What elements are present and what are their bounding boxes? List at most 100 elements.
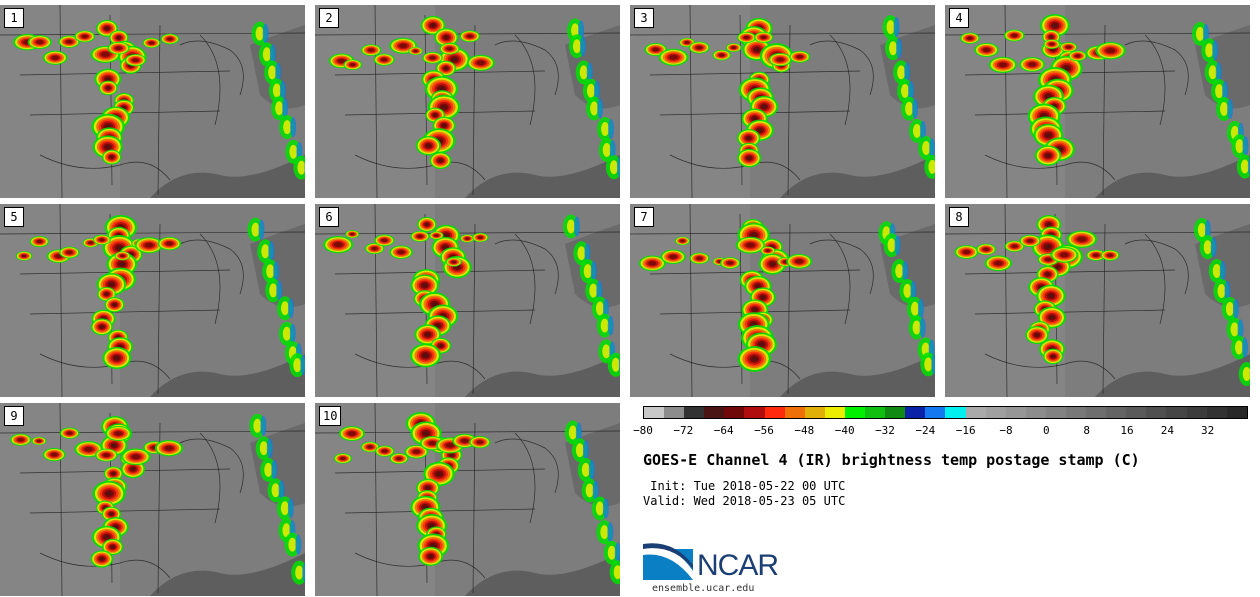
storm-cell [399,43,408,49]
storm-cell [273,261,280,282]
storm-cell [426,144,431,148]
postage-stamp-panel: 1 [0,5,305,198]
storm-cell [759,342,764,347]
storm-cell [434,234,439,237]
storm-cell [1049,42,1055,46]
storm-cell [120,254,125,258]
storm-cell [340,456,346,460]
boundary-line [472,24,476,196]
storm-cell [1066,45,1072,49]
storm-cell [466,34,473,38]
storm-cell [602,344,611,359]
storm-cell [983,247,989,251]
storm-cell [444,36,449,39]
storm-cell [84,446,93,452]
storm-cell [439,344,443,347]
storm-cell [910,280,917,301]
storm-cell [349,63,356,67]
boundary-line [179,239,244,295]
colorbar-tick-label: −8 [999,424,1013,437]
storm-cell [746,242,755,248]
storm-cell [994,261,1003,266]
storm-cell [426,486,430,490]
storm-cell [100,325,104,329]
colorbar-segment [865,407,886,418]
storm-cell [450,453,454,457]
storm-cell [895,264,904,279]
storm-cell [887,238,896,253]
storm-cell [752,117,757,121]
storm-cell [337,58,346,63]
storm-cell [438,159,443,162]
colorbar-segment [885,407,906,418]
storm-cell [275,101,284,116]
storm-cell [115,46,122,50]
storm-cell [889,41,898,56]
colorbar-segment [1005,407,1026,418]
gulf-region [1095,354,1250,397]
storm-cell [596,280,603,301]
storm-cell [279,80,286,101]
storm-cell [282,98,289,119]
storm-cell [275,62,282,83]
storm-cell [266,264,275,279]
storm-cell [105,77,110,81]
storm-cell [276,280,283,301]
storm-cell [271,459,278,480]
storm-cell [568,425,577,440]
storm-cell [119,262,125,266]
storm-cell [88,241,93,245]
boundary-line [974,309,1166,315]
storm-cell [1048,294,1054,298]
postage-stamp-panel: 3 [630,5,935,198]
boundary-line [984,154,1116,181]
colorbar-segment [824,407,845,418]
storm-cell [760,35,767,39]
storm-cell [770,262,775,266]
storm-cell [81,34,88,39]
colorbar-segment [644,407,665,418]
gulf-region [465,155,620,198]
storm-cell [1215,84,1224,99]
storm-cell [607,315,614,336]
storm-cell [1205,43,1214,58]
storm-cell [928,159,935,174]
panel-number: 5 [4,207,24,227]
storm-cell [1049,35,1053,38]
figure-title: GOES-E Channel 4 (IR) brightness temp po… [643,451,1140,469]
boundary-line [39,154,171,181]
storm-cell [1232,298,1239,319]
storm-cell [255,26,264,41]
colorbar-segment [704,407,725,418]
storm-cell [1011,33,1018,38]
boundary-line [1124,40,1189,96]
storm-cell [1046,273,1050,276]
storm-cell [1222,81,1229,102]
storm-cell [1045,245,1051,249]
colorbar-segment [965,407,986,418]
storm-cell [904,62,911,83]
storm-cell [595,301,604,316]
ncar-logo-icon [643,543,693,580]
storm-cell [1247,156,1250,177]
storm-cell [1049,315,1054,320]
storm-cell [432,302,437,306]
storm-cell [903,283,912,298]
storm-cell [289,144,298,159]
storm-cell [652,47,659,52]
storm-cell [101,51,110,57]
storm-cell [1220,101,1229,116]
storm-cell [1027,239,1034,243]
storm-cell [1204,219,1211,240]
storm-cell [592,480,599,501]
storm-cell [430,543,436,548]
storm-cell [280,501,289,516]
boundary-line [424,14,428,186]
ir-map [315,5,620,198]
storm-cell [441,105,447,109]
storm-cell [112,443,116,447]
storm-cell [614,542,620,563]
storm-cell [582,440,589,461]
boundary-line [689,5,693,198]
ir-map [315,204,620,397]
